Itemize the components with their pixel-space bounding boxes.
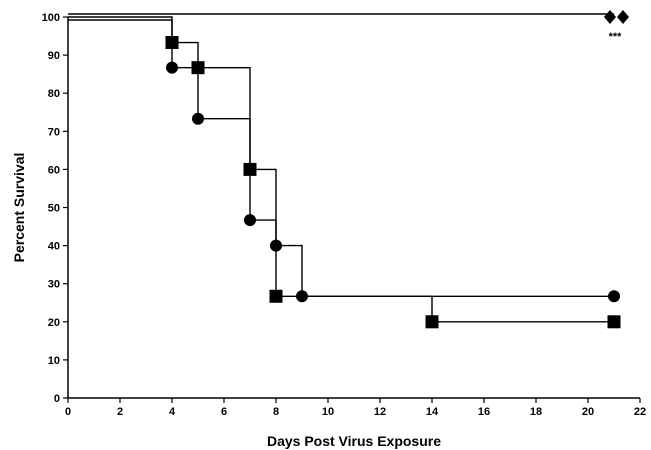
x-tick-label: 4 xyxy=(169,406,176,418)
x-tick-label: 8 xyxy=(273,406,279,418)
survival-markers xyxy=(165,10,629,329)
y-tick-label: 30 xyxy=(48,279,60,291)
x-tick-label: 2 xyxy=(117,406,123,418)
survival-lines xyxy=(68,13,614,323)
x-tick-label: 20 xyxy=(582,406,594,418)
y-axis-title: Percent Survival xyxy=(11,153,27,263)
data-point-circle xyxy=(192,112,204,125)
y-tick-label: 90 xyxy=(48,50,60,62)
data-point-circle xyxy=(270,239,282,252)
data-point-square xyxy=(425,315,439,329)
y-tick-label: 100 xyxy=(42,12,60,24)
x-tick-label: 6 xyxy=(221,406,227,418)
data-point-square xyxy=(191,61,205,75)
y-tick-label: 60 xyxy=(48,164,60,176)
y-tick-label: 0 xyxy=(54,393,60,405)
data-point-square xyxy=(269,289,283,303)
axis-ticks: 0 2 4 6 8 10 12 14 16 18 20 22 0 10 20 30 40 50 60 70 80 90 10… xyxy=(42,12,646,418)
x-tick-label: 16 xyxy=(478,406,490,418)
x-tick-label: 18 xyxy=(530,406,542,418)
y-tick-label: 80 xyxy=(48,88,60,100)
data-point-diamond xyxy=(617,10,629,24)
y-tick-label: 10 xyxy=(48,355,60,367)
data-point-circle xyxy=(296,290,308,303)
y-tick-label: 70 xyxy=(48,126,60,138)
y-tick-label: 20 xyxy=(48,317,60,329)
axes xyxy=(67,17,640,399)
data-point-circle xyxy=(166,61,178,74)
x-axis-title: Days Post Virus Exposure xyxy=(267,433,441,449)
significance-annotation: *** xyxy=(609,31,623,43)
data-point-square xyxy=(165,36,179,50)
data-point-square xyxy=(243,162,257,176)
x-tick-label: 14 xyxy=(426,406,439,418)
y-tick-label: 50 xyxy=(48,203,60,215)
survival-line-circle xyxy=(68,16,614,297)
x-tick-label: 12 xyxy=(374,406,386,418)
data-point-diamond xyxy=(604,10,616,24)
x-tick-label: 0 xyxy=(65,406,71,418)
data-point-square xyxy=(607,315,621,329)
x-tick-label: 22 xyxy=(634,406,646,418)
x-tick-label: 10 xyxy=(322,406,334,418)
y-tick-label: 40 xyxy=(48,241,60,253)
data-point-circle xyxy=(608,290,620,303)
survival-line-square xyxy=(68,19,614,323)
data-point-circle xyxy=(244,214,256,227)
